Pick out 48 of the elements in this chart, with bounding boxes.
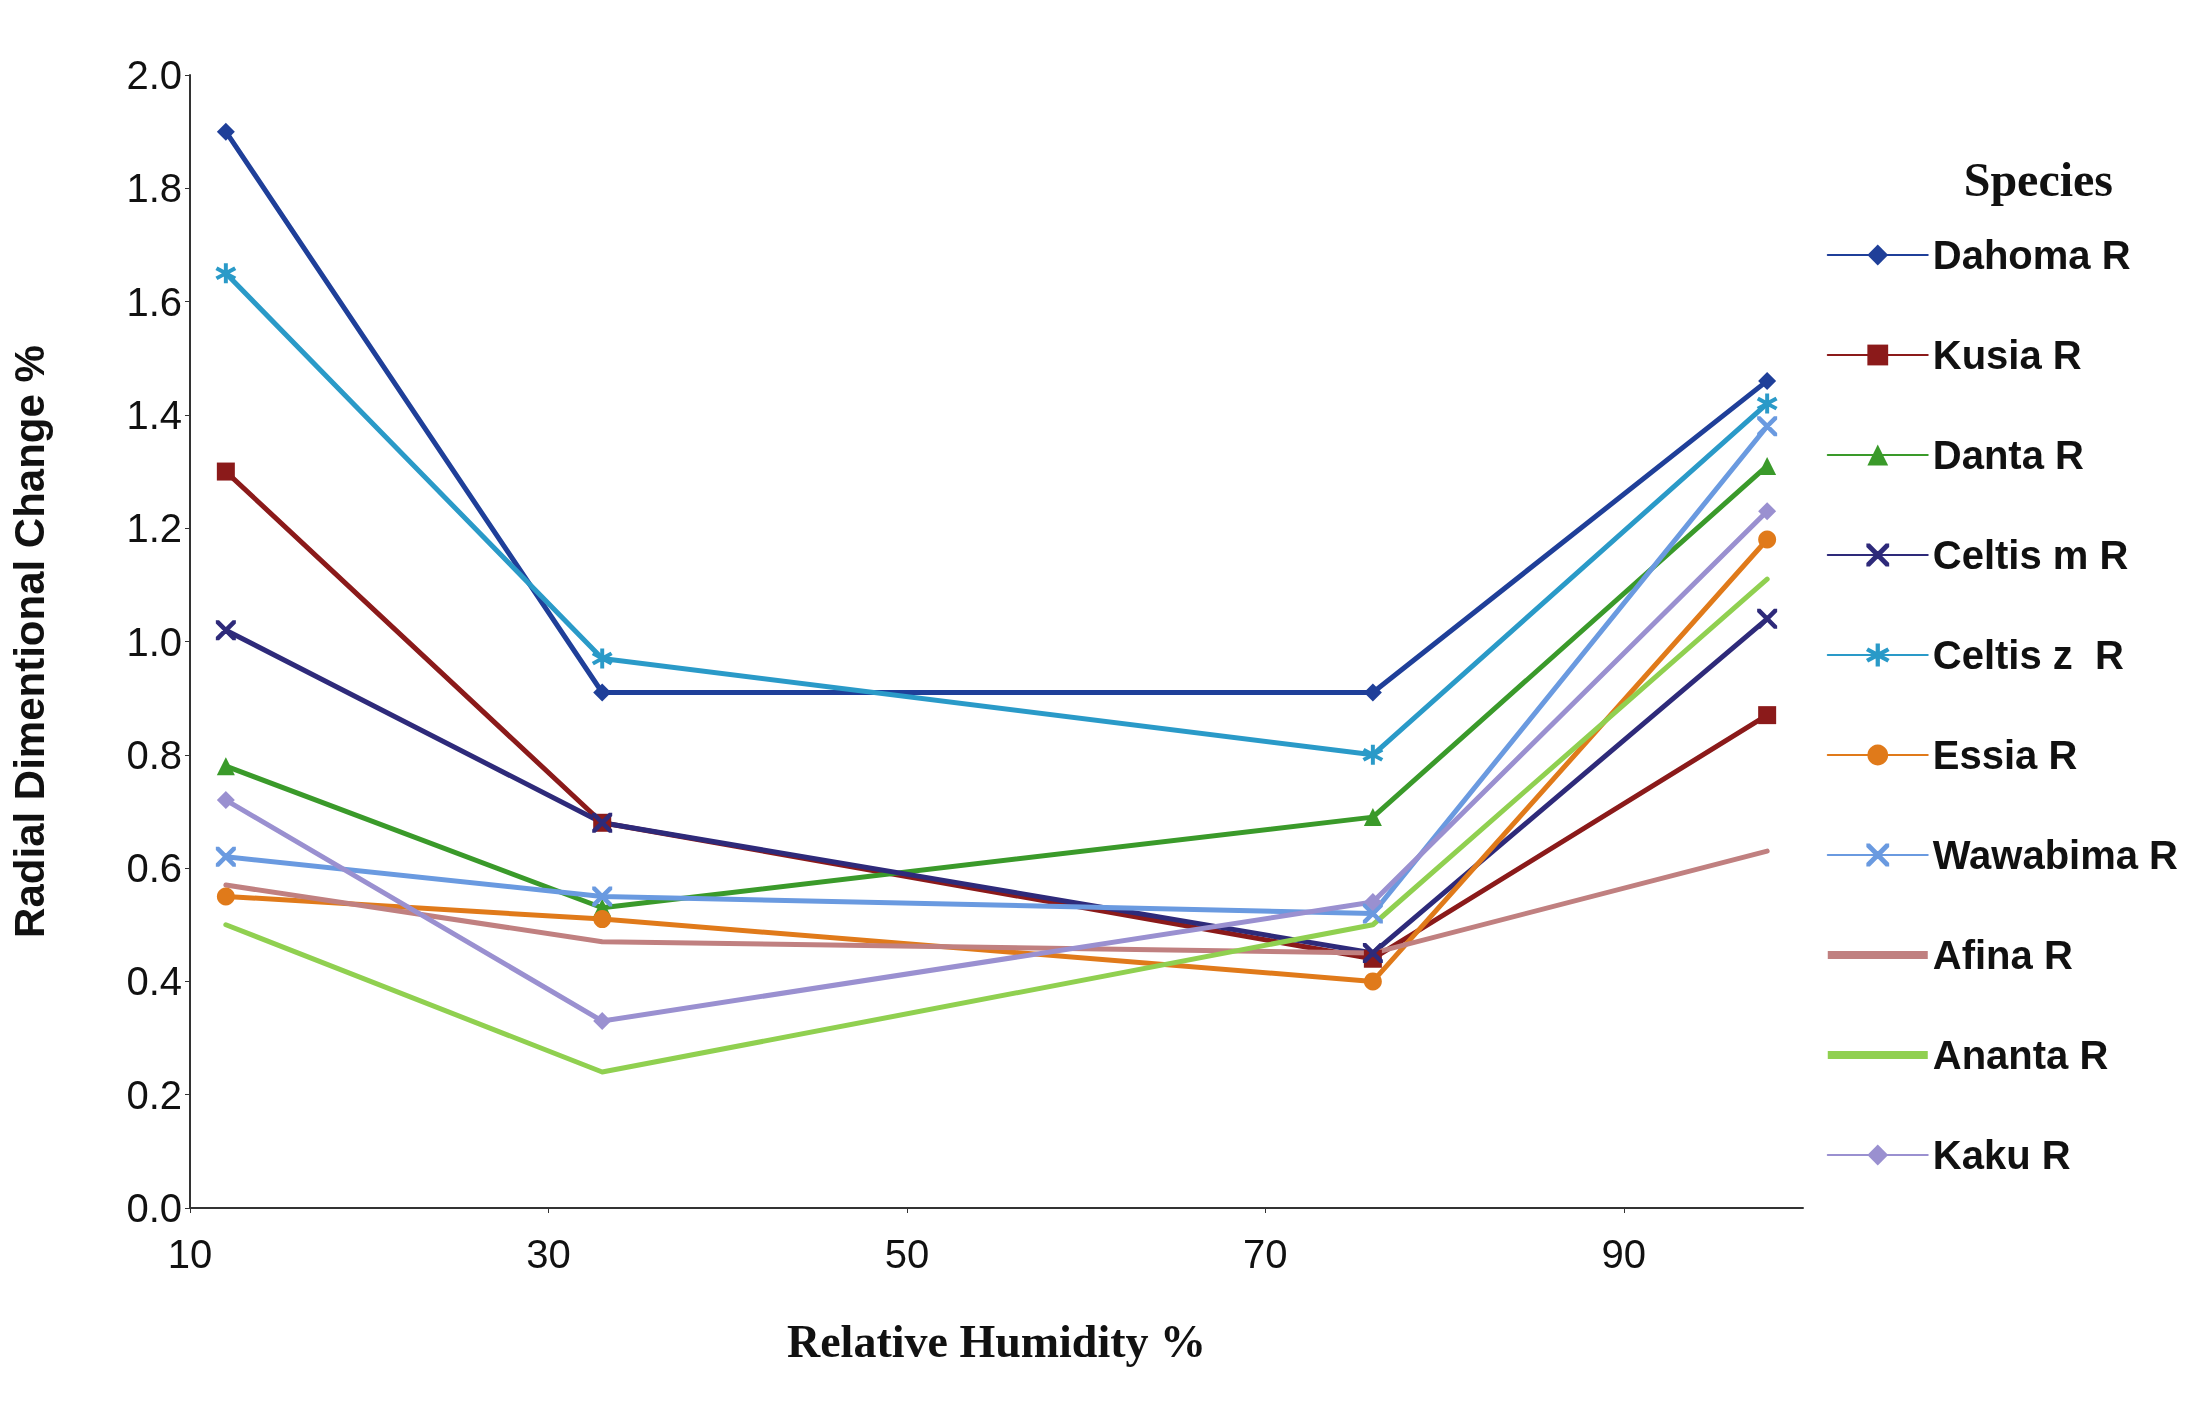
y-tick-label: 2.0: [126, 53, 182, 97]
point: [1362, 744, 1383, 765]
legend-label: Kusia R: [1932, 333, 2082, 377]
point: [1363, 808, 1382, 827]
x-tick-label: 30: [526, 1232, 571, 1276]
y-tick-label: 1.6: [126, 279, 182, 324]
x-axis-title: Relative Humidity %: [786, 1315, 1207, 1367]
y-tick-label: 1.4: [126, 392, 182, 437]
legend-label: Essia R: [1932, 733, 2078, 777]
x-tick-label: 90: [1601, 1232, 1647, 1276]
legend-label: Celtis z R: [1932, 633, 2125, 677]
y-tick-label: 0.8: [126, 732, 182, 777]
legend-label: Celtis m R: [1932, 533, 2129, 577]
legend-label: Afina R: [1932, 933, 2073, 977]
x-tick-label: 50: [884, 1232, 930, 1276]
point: [1758, 706, 1777, 725]
y-axis-title: Radial Dimentional Change %: [5, 345, 53, 938]
point: [1758, 530, 1777, 549]
point: [216, 757, 235, 776]
legend-label: Wawabima R: [1932, 833, 2179, 877]
point: [216, 122, 235, 141]
y-tick-label: 0.0: [126, 1186, 182, 1230]
legend-label: Dahoma R: [1932, 233, 2131, 277]
legend-label: Kaku R: [1932, 1133, 2071, 1177]
point: [1363, 972, 1382, 991]
point: [1363, 893, 1382, 912]
point: [593, 910, 612, 929]
x-tick-label: 10: [167, 1232, 213, 1276]
y-tick-label: 1.0: [126, 619, 182, 664]
point: [216, 791, 235, 810]
point: [1758, 502, 1777, 521]
x-tick-label: 70: [1243, 1232, 1288, 1276]
point: [1758, 456, 1777, 475]
y-tick-label: 1.8: [126, 166, 182, 211]
legend-label: Danta R: [1932, 433, 2085, 477]
point: [1758, 371, 1777, 390]
point: [592, 648, 613, 669]
point: [216, 462, 235, 481]
legend-title: Species: [1963, 152, 2114, 206]
point: [216, 887, 235, 906]
legend-label: Ananta R: [1932, 1033, 2109, 1077]
y-tick-label: 0.2: [126, 1072, 182, 1117]
point: [215, 263, 236, 284]
y-tick-label: 0.4: [126, 959, 182, 1004]
point: [1757, 393, 1778, 414]
y-tick-label: 0.6: [126, 846, 182, 891]
point: [593, 1012, 612, 1031]
y-tick-label: 1.2: [126, 506, 182, 551]
